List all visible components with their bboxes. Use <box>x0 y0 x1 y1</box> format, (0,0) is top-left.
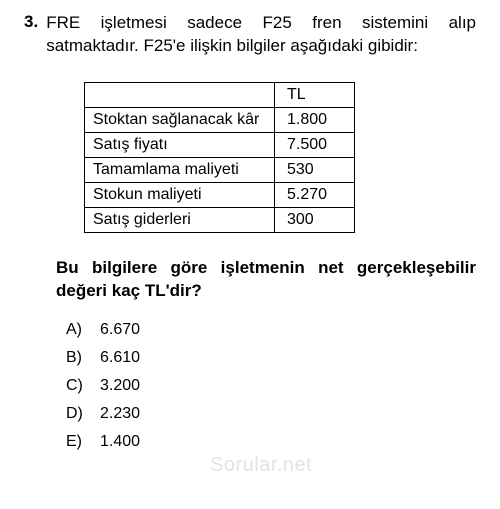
row-label: Satış giderleri <box>85 207 275 232</box>
question-number: 3. <box>24 12 38 32</box>
row-value: 1.800 <box>275 107 355 132</box>
option-letter: D) <box>66 405 100 423</box>
row-value: 7.500 <box>275 132 355 157</box>
option-a[interactable]: A) 6.670 <box>66 321 476 339</box>
option-letter: B) <box>66 349 100 367</box>
table-row: Stokun maliyeti 5.270 <box>85 182 355 207</box>
option-value: 3.200 <box>100 377 140 395</box>
table-row: Tamamlama maliyeti 530 <box>85 157 355 182</box>
option-e[interactable]: E) 1.400 <box>66 433 476 451</box>
row-label: Stokun maliyeti <box>85 182 275 207</box>
row-value: 530 <box>275 157 355 182</box>
data-table: TL Stoktan sağlanacak kâr 1.800 Satış fi… <box>84 82 355 233</box>
option-value: 1.400 <box>100 433 140 451</box>
option-c[interactable]: C) 3.200 <box>66 377 476 395</box>
option-d[interactable]: D) 2.230 <box>66 405 476 423</box>
header-value-cell: TL <box>275 82 355 107</box>
bold-question-text: Bu bilgilere göre işletmenin net gerçekl… <box>56 257 476 303</box>
row-label: Tamamlama maliyeti <box>85 157 275 182</box>
option-letter: E) <box>66 433 100 451</box>
options-list: A) 6.670 B) 6.610 C) 3.200 D) 2.230 E) 1… <box>66 321 476 451</box>
option-b[interactable]: B) 6.610 <box>66 349 476 367</box>
table-row: Satış fiyatı 7.500 <box>85 132 355 157</box>
header-empty-cell <box>85 82 275 107</box>
option-value: 6.670 <box>100 321 140 339</box>
table-row: Stoktan sağlanacak kâr 1.800 <box>85 107 355 132</box>
question-text: FRE işletmesi sadece F25 fren sistemini … <box>46 12 476 58</box>
row-value: 300 <box>275 207 355 232</box>
data-table-wrap: TL Stoktan sağlanacak kâr 1.800 Satış fi… <box>84 82 476 233</box>
option-letter: C) <box>66 377 100 395</box>
row-label: Satış fiyatı <box>85 132 275 157</box>
option-value: 6.610 <box>100 349 140 367</box>
table-header-row: TL <box>85 82 355 107</box>
row-value: 5.270 <box>275 182 355 207</box>
watermark-text: Sorular.net <box>210 454 312 477</box>
option-value: 2.230 <box>100 405 140 423</box>
option-letter: A) <box>66 321 100 339</box>
table-row: Satış giderleri 300 <box>85 207 355 232</box>
question-block: 3. FRE işletmesi sadece F25 fren sistemi… <box>24 12 476 58</box>
row-label: Stoktan sağlanacak kâr <box>85 107 275 132</box>
